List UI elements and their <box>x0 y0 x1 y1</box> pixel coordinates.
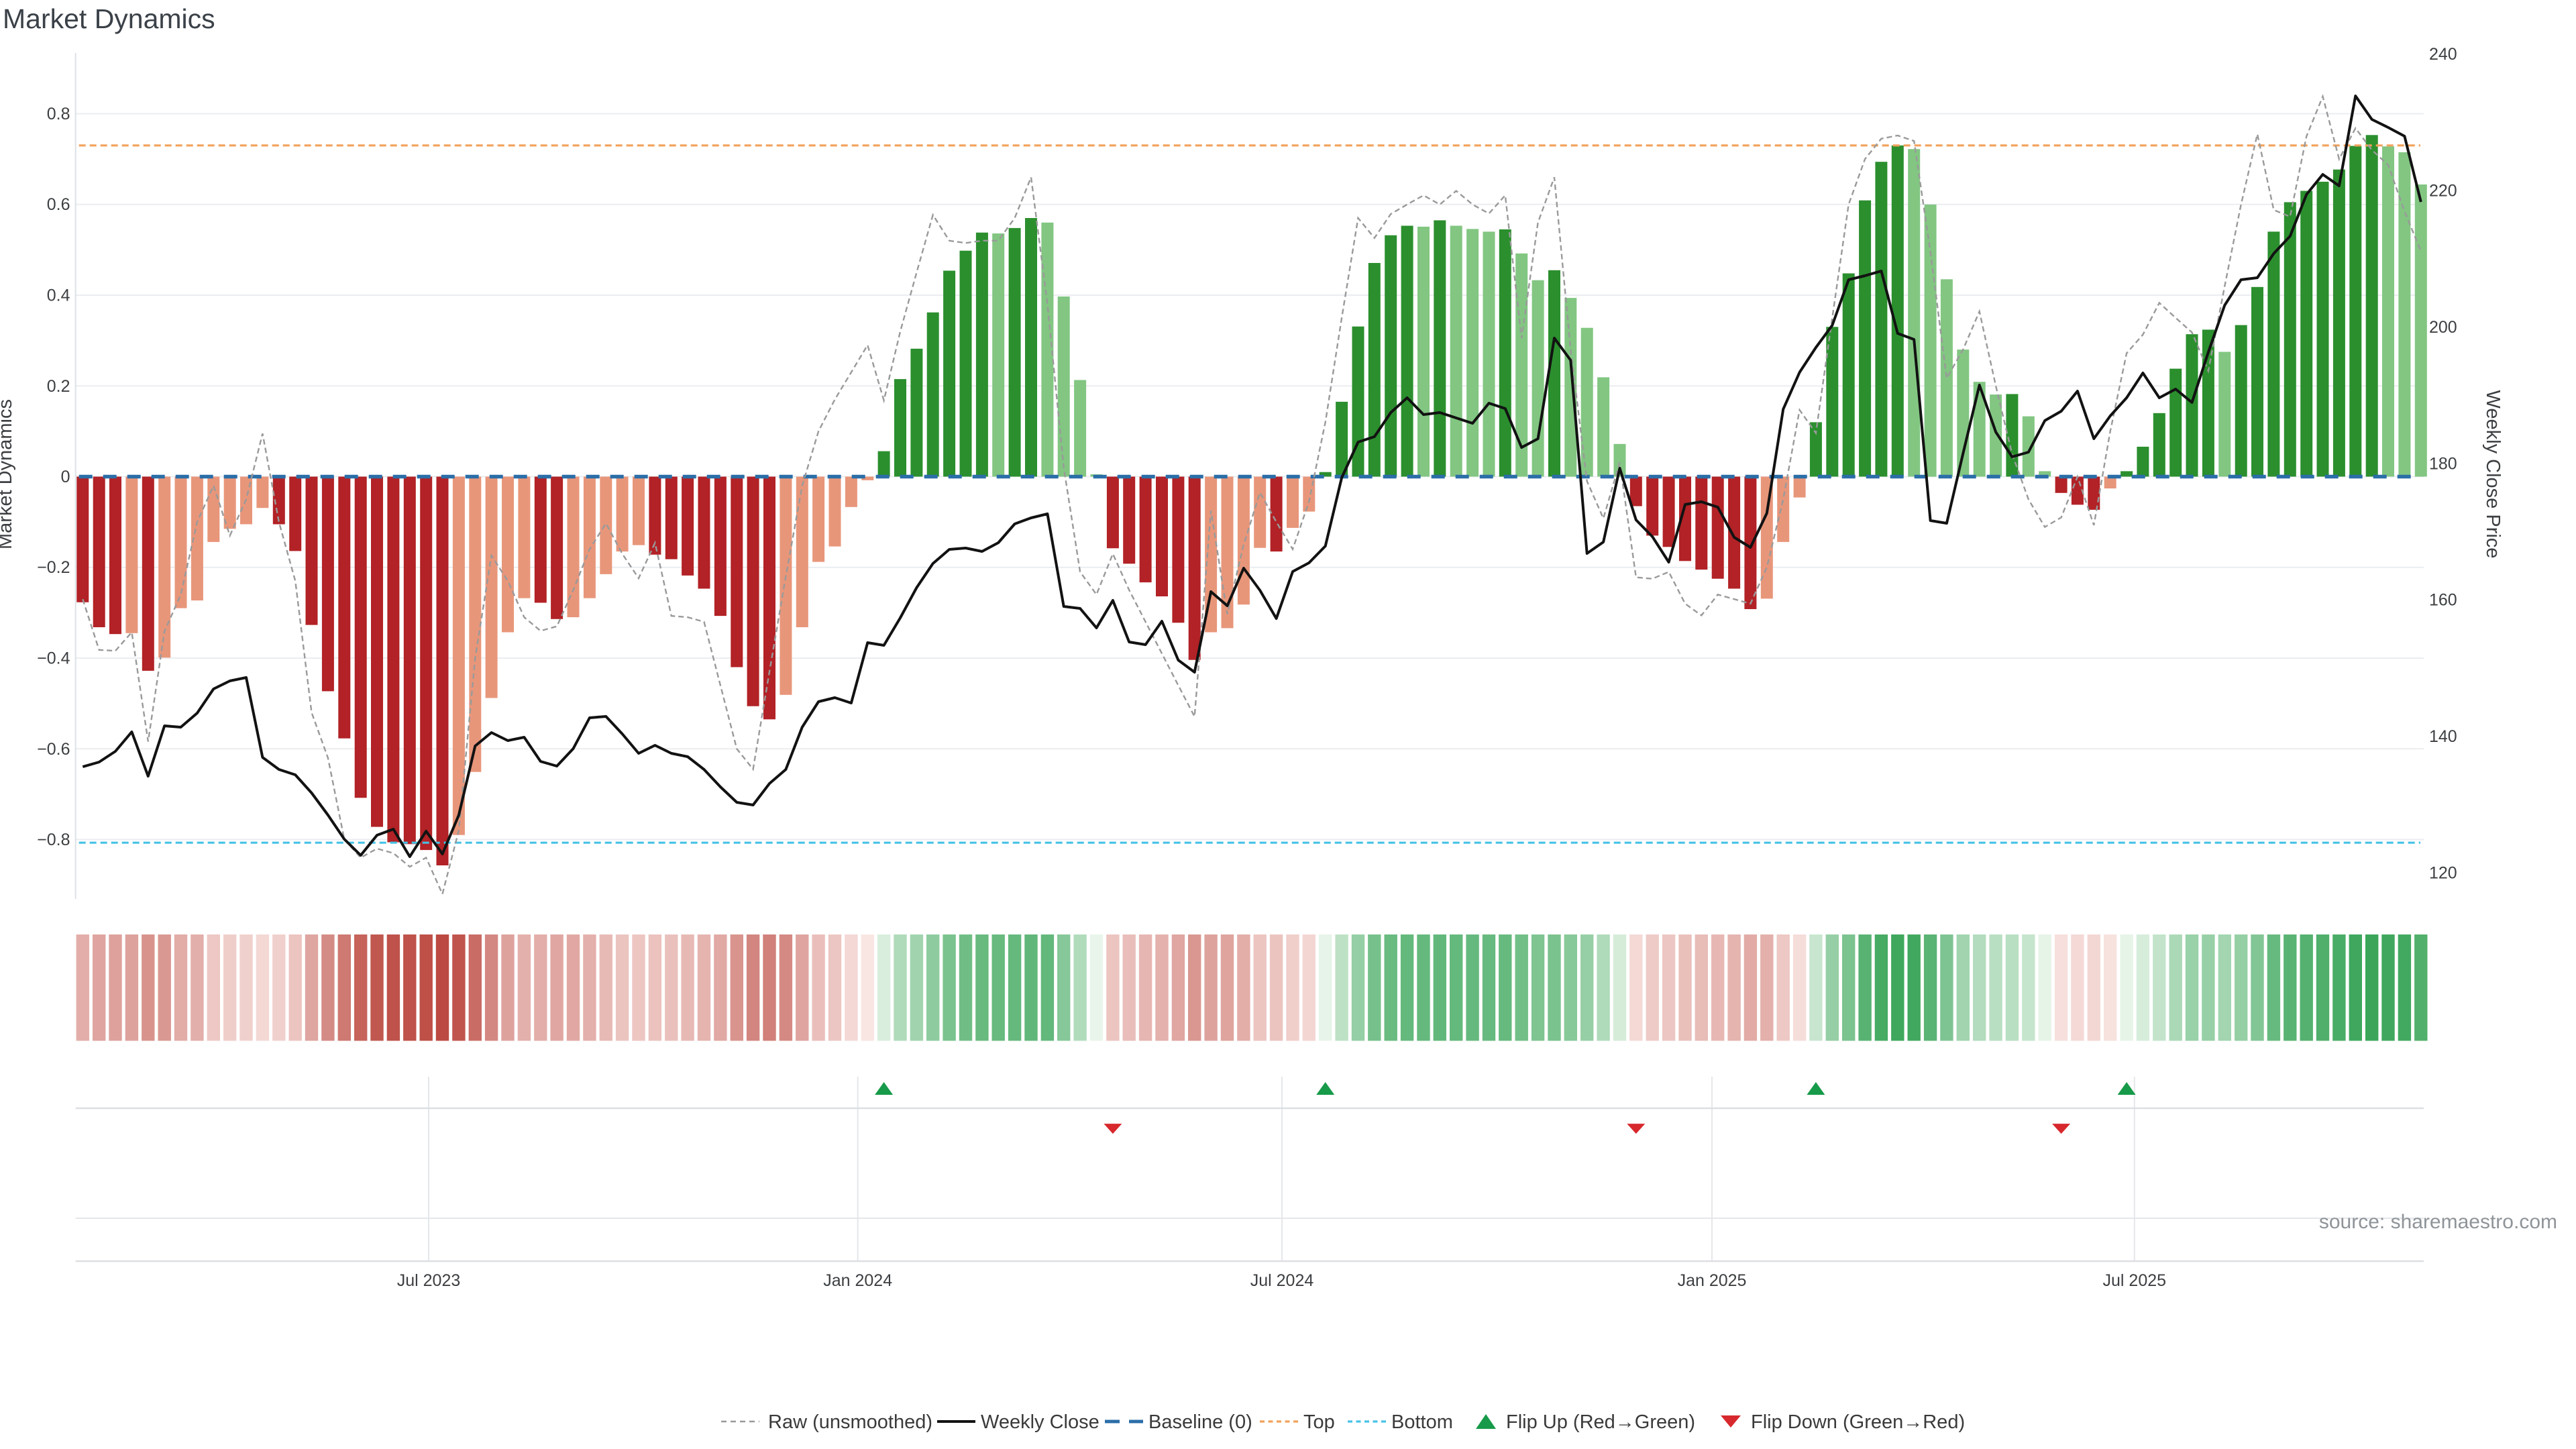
svg-text:0.4: 0.4 <box>47 286 70 305</box>
svg-text:Jul 2024: Jul 2024 <box>1250 1271 1314 1290</box>
svg-text:Jan 2025: Jan 2025 <box>1678 1271 1747 1290</box>
svg-text:−0.2: −0.2 <box>37 558 70 577</box>
svg-text:Weekly Close: Weekly Close <box>981 1411 1099 1433</box>
svg-text:Bottom: Bottom <box>1391 1411 1453 1433</box>
svg-text:Raw (unsmoothed): Raw (unsmoothed) <box>768 1411 932 1433</box>
svg-text:0.6: 0.6 <box>47 195 70 214</box>
svg-text:Flip Up (Red→Green): Flip Up (Red→Green) <box>1506 1411 1695 1433</box>
svg-text:0.2: 0.2 <box>47 377 70 396</box>
svg-text:Baseline (0): Baseline (0) <box>1148 1411 1252 1433</box>
svg-text:180: 180 <box>2429 454 2457 473</box>
svg-text:Top: Top <box>1303 1411 1335 1433</box>
svg-text:−0.8: −0.8 <box>37 830 70 849</box>
svg-text:220: 220 <box>2429 182 2457 201</box>
svg-text:Market Dynamics: Market Dynamics <box>0 399 16 549</box>
svg-text:140: 140 <box>2429 727 2457 746</box>
svg-text:120: 120 <box>2429 864 2457 883</box>
svg-text:Jul 2023: Jul 2023 <box>397 1271 461 1290</box>
svg-text:source: sharemaestro.com: source: sharemaestro.com <box>2319 1211 2557 1233</box>
svg-text:Flip Down (Green→Red): Flip Down (Green→Red) <box>1751 1411 1965 1433</box>
svg-text:0: 0 <box>61 468 70 486</box>
svg-text:240: 240 <box>2429 45 2457 64</box>
svg-text:Jan 2024: Jan 2024 <box>823 1271 892 1290</box>
svg-text:Market Dynamics: Market Dynamics <box>3 3 215 34</box>
svg-text:Jul 2025: Jul 2025 <box>2103 1271 2167 1290</box>
svg-text:200: 200 <box>2429 318 2457 337</box>
svg-text:−0.6: −0.6 <box>37 740 70 759</box>
svg-text:Weekly Close Price: Weekly Close Price <box>2482 390 2504 559</box>
svg-text:160: 160 <box>2429 591 2457 610</box>
svg-text:0.8: 0.8 <box>47 105 70 123</box>
svg-text:−0.4: −0.4 <box>37 649 70 668</box>
